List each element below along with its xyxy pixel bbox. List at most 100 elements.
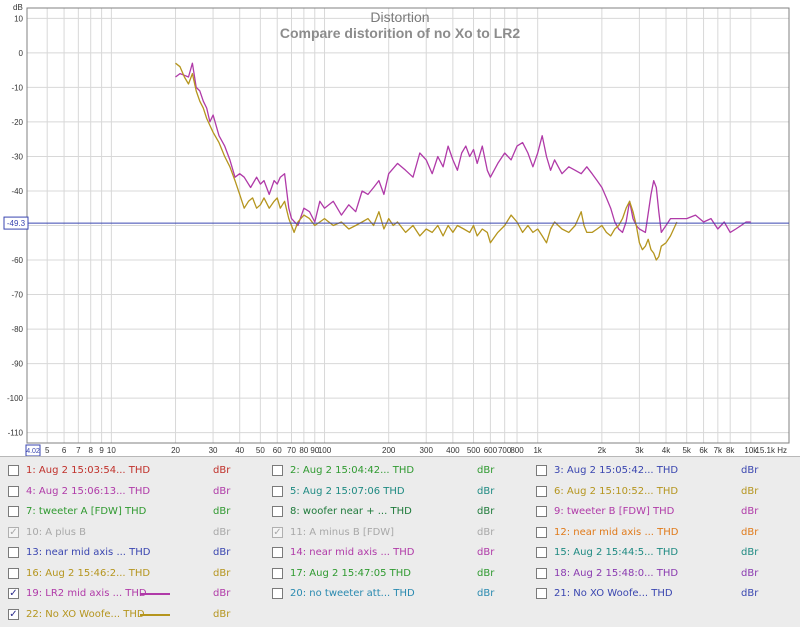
legend-checkbox[interactable]: [8, 485, 19, 497]
legend-unit: dBr: [741, 547, 759, 558]
legend-entry[interactable]: 16: Aug 2 15:46:2... THD dBr: [8, 566, 258, 582]
y-tick-label: -100: [7, 394, 24, 403]
legend-entry[interactable]: ✓ 19: LR2 mid axis ... THD dBr: [8, 586, 258, 602]
legend-label: 21: No XO Woofe... THD: [554, 588, 673, 599]
legend-checkbox[interactable]: [8, 547, 19, 558]
legend-label: 1: Aug 2 15:03:54... THD: [26, 465, 151, 476]
x-tick-label: 300: [420, 446, 434, 455]
series-line-1: [175, 62, 751, 234]
legend-entry[interactable]: 4: Aug 2 15:06:13... THD dBr: [8, 484, 258, 500]
legend-checkbox[interactable]: [8, 506, 19, 517]
legend-entry[interactable]: 14: near mid axis ... THD dBr: [272, 545, 522, 561]
legend-checkbox[interactable]: [272, 485, 283, 497]
x-tick-label: 80: [299, 446, 308, 455]
legend-entry[interactable]: 8: woofer near + ... THD dBr: [272, 504, 522, 520]
y-tick-label: -40: [11, 187, 23, 196]
legend-entry[interactable]: 17: Aug 2 15:47:05 THD dBr: [272, 566, 522, 582]
y-tick-label: -90: [11, 360, 23, 369]
legend-checkbox[interactable]: [272, 506, 283, 517]
legend-checkbox[interactable]: [272, 547, 283, 558]
legend-entry[interactable]: 1: Aug 2 15:03:54... THD dBr: [8, 463, 258, 479]
x-tick-label: 2k: [598, 446, 607, 455]
y-tick-label: -10: [11, 83, 23, 92]
legend-label: 4: Aug 2 15:06:13... THD: [26, 485, 151, 497]
legend-entry[interactable]: 6: Aug 2 15:10:52... THD dBr: [536, 484, 786, 500]
x-tick-label: 40: [235, 446, 244, 455]
x-tick-label: 7: [76, 446, 81, 455]
legend-entry[interactable]: 9: tweeter B [FDW] THD dBr: [536, 504, 786, 520]
x-tick-label: 200: [382, 446, 396, 455]
legend-unit: dBr: [477, 588, 495, 599]
legend-label: 6: Aug 2 15:10:52... THD: [554, 485, 679, 497]
legend-label: 8: woofer near + ... THD: [290, 506, 412, 517]
legend-entry[interactable]: 7: tweeter A [FDW] THD dBr: [8, 504, 258, 520]
legend-checkbox[interactable]: ✓: [272, 526, 283, 538]
y-tick-label: 10: [14, 14, 23, 23]
legend-checkbox[interactable]: [272, 465, 283, 476]
legend-unit: dBr: [741, 506, 759, 517]
x-tick-label: 50: [256, 446, 265, 455]
legend-unit: dBr: [213, 588, 231, 599]
legend-entry[interactable]: 5: Aug 2 15:07:06 THD dBr: [272, 484, 522, 500]
legend-unit: dBr: [213, 506, 231, 517]
x-end-label: 15.1k Hz: [755, 446, 787, 455]
legend-swatch: [140, 613, 170, 616]
legend-checkbox[interactable]: [8, 465, 19, 476]
legend-checkbox[interactable]: ✓: [8, 588, 19, 599]
y-axis-label: dB: [13, 3, 23, 12]
legend-checkbox[interactable]: [536, 588, 547, 599]
legend-entry[interactable]: ✓ 10: A plus B dBr: [8, 525, 258, 541]
x-tick-label: 10k: [744, 446, 758, 455]
y-tick-label: -30: [11, 152, 23, 161]
legend-label: 17: Aug 2 15:47:05 THD: [290, 567, 411, 579]
legend-checkbox[interactable]: [272, 588, 283, 599]
legend-entry[interactable]: ✓ 22: No XO Woofe... THD dBr: [8, 607, 258, 623]
legend-unit: dBr: [741, 485, 759, 497]
legend-entry[interactable]: ✓ 11: A minus B [FDW] dBr: [272, 525, 522, 541]
legend-entry[interactable]: 15: Aug 2 15:44:5... THD dBr: [536, 545, 786, 561]
legend-checkbox[interactable]: [536, 465, 547, 476]
y-tick-label: 0: [19, 49, 24, 58]
legend-entry[interactable]: 12: near mid axis ... THD dBr: [536, 525, 786, 541]
x-tick-label: 30: [209, 446, 218, 455]
legend-entry[interactable]: 21: No XO Woofe... THD dBr: [536, 586, 786, 602]
legend-checkbox[interactable]: ✓: [8, 526, 19, 538]
x-start-label: 4.02: [26, 448, 40, 455]
legend-label: 11: A minus B [FDW]: [290, 526, 395, 538]
legend-checkbox[interactable]: [536, 485, 547, 497]
series-line-2: [175, 62, 678, 261]
legend-unit: dBr: [213, 485, 231, 497]
x-tick-label: 800: [510, 446, 524, 455]
legend-entry[interactable]: 3: Aug 2 15:05:42... THD dBr: [536, 463, 786, 479]
x-tick-label: 6: [62, 446, 67, 455]
legend-checkbox[interactable]: ✓: [8, 608, 19, 620]
legend-unit: dBr: [213, 567, 231, 579]
legend-unit: dBr: [741, 465, 759, 476]
legend-label: 22: No XO Woofe... THD: [26, 608, 145, 620]
legend-checkbox[interactable]: [536, 547, 547, 558]
legend-checkbox[interactable]: [536, 506, 547, 517]
x-tick-label: 500: [467, 446, 481, 455]
y-tick-label: -80: [11, 325, 23, 334]
legend-checkbox[interactable]: [272, 567, 283, 579]
legend-checkbox[interactable]: [536, 526, 547, 538]
legend-unit: dBr: [741, 588, 759, 599]
legend-unit: dBr: [477, 465, 495, 476]
legend-unit: dBr: [477, 547, 495, 558]
y-tick-label: -70: [11, 291, 23, 300]
legend-unit: dBr: [213, 526, 231, 538]
legend-entry[interactable]: 2: Aug 2 15:04:42... THD dBr: [272, 463, 522, 479]
x-tick-label: 10: [107, 446, 116, 455]
legend-label: 2: Aug 2 15:04:42... THD: [290, 465, 415, 476]
legend-checkbox[interactable]: [8, 567, 19, 579]
legend-entry[interactable]: 13: near mid axis ... THD dBr: [8, 545, 258, 561]
chart-title: Distortion: [370, 9, 429, 25]
legend-label: 9: tweeter B [FDW] THD: [554, 506, 675, 517]
legend-entry[interactable]: 18: Aug 2 15:48:0... THD dBr: [536, 566, 786, 582]
legend-checkbox[interactable]: [536, 567, 547, 579]
legend-label: 12: near mid axis ... THD: [554, 526, 679, 538]
chart-subtitle: Compare distorition of no Xo to LR2: [280, 25, 521, 41]
legend-entry[interactable]: 20: no tweeter att... THD dBr: [272, 586, 522, 602]
legend-label: 18: Aug 2 15:48:0... THD: [554, 567, 679, 579]
x-tick-label: 90: [310, 446, 319, 455]
